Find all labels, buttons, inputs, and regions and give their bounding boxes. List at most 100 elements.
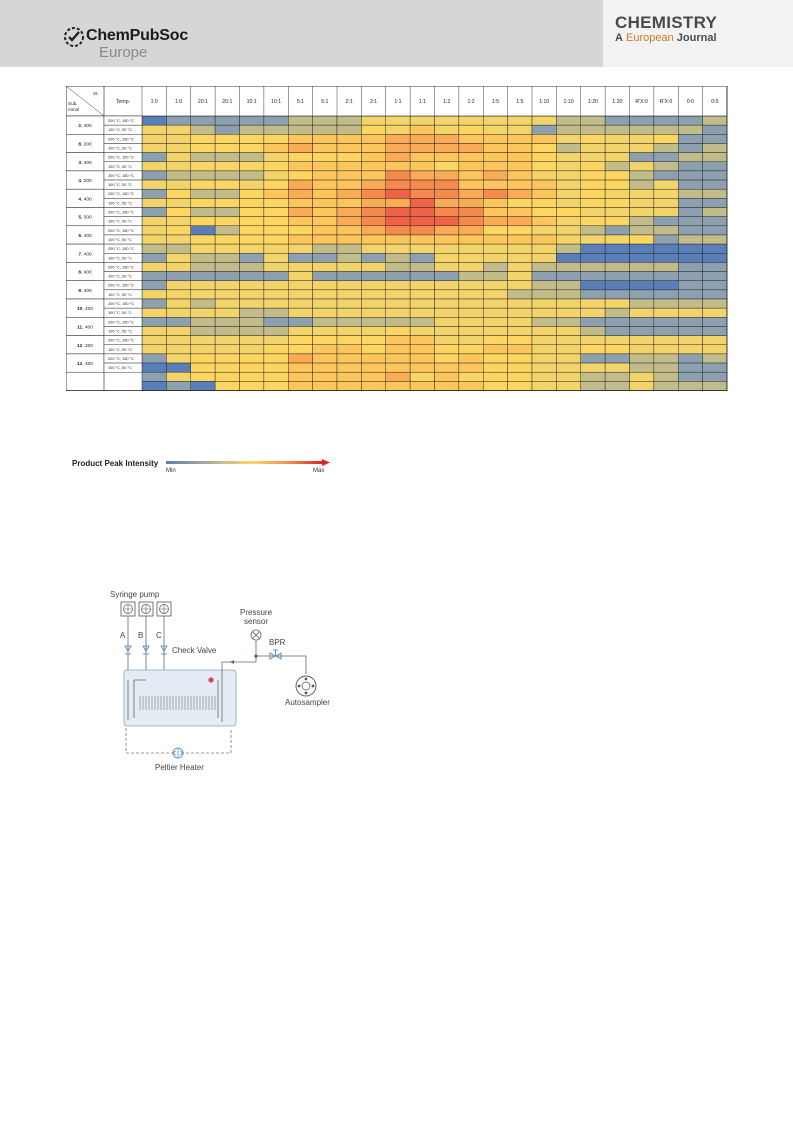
heatmap-cell [239, 207, 265, 217]
heatmap-cell [483, 152, 508, 162]
heatmap-cell [263, 188, 289, 199]
temp-label: 200 °C, 150 °C [108, 173, 134, 178]
heatmap-cell [190, 225, 216, 236]
heatmap-cell [483, 317, 508, 327]
heatmap-cell [702, 207, 728, 217]
heatmap-cell [556, 115, 581, 126]
heatmap-cell [458, 289, 484, 300]
heatmap-cell [263, 307, 289, 318]
temperature-probe-icon [208, 677, 214, 683]
heatmap-cell [458, 253, 484, 263]
col-header-label: 1:1 [419, 99, 426, 105]
heatmap-cell [239, 381, 265, 391]
substrate-label: 10, 400 [77, 306, 93, 312]
heatmap-cell [458, 234, 484, 245]
heatmap-cell [166, 216, 191, 227]
heatmap-cell [702, 134, 728, 144]
heatmap-cell [702, 335, 728, 345]
heatmap-cell [239, 143, 265, 153]
heatmap-cell [580, 234, 606, 245]
heatmap-cell [190, 298, 216, 309]
heatmap-cell [239, 335, 265, 345]
heatmap-cell [214, 152, 240, 162]
heatmap-cell [239, 253, 265, 263]
heatmap-cell [556, 371, 581, 382]
heatmap-cell [483, 216, 508, 227]
heatmap-cell [336, 289, 362, 300]
heatmap-cell [507, 143, 533, 153]
heatmap-cell [312, 207, 338, 217]
heatmap-cell [678, 344, 703, 355]
heatmap-cell [288, 271, 313, 281]
heatmap-cell [409, 207, 435, 217]
heatmap-cell [653, 216, 679, 227]
heatmap-cell [604, 198, 630, 208]
check-valve-icon [124, 645, 168, 655]
heatmap-cell [214, 225, 240, 236]
heatmap-cell [434, 198, 460, 208]
heatmap-cell [361, 170, 386, 181]
heatmap-cell [190, 161, 216, 172]
heatmap-cell [580, 280, 606, 291]
col-header-label: 2:1 [346, 99, 353, 105]
heatmap-cell [239, 170, 265, 181]
heatmap-cell [580, 326, 606, 336]
heatmap-cell [678, 353, 703, 364]
heatmap-cell [629, 134, 655, 144]
heatmap-cell [604, 298, 630, 309]
substrate-label: 11, 400 [77, 324, 93, 330]
col-header-label: R'X:0 [660, 99, 673, 105]
heatmap-cell [409, 115, 435, 126]
heatmap-cell [604, 280, 630, 291]
heatmap-cell [263, 326, 289, 336]
heatmap-cell [556, 188, 581, 199]
heatmap-cell [483, 234, 508, 245]
heatmap-cell [166, 115, 191, 126]
heatmap-cell [385, 307, 411, 318]
heatmap-cell [458, 188, 484, 199]
heatmap-cell [385, 326, 411, 336]
heatmap-cell [678, 124, 703, 135]
heatmap-cell [434, 381, 460, 391]
heatmap-cell [385, 170, 411, 181]
heatmap-cell [678, 198, 703, 208]
heatmap-cell [190, 207, 216, 217]
heatmap-cell [458, 115, 484, 126]
heatmap-cell [385, 289, 411, 300]
heatmap-cell [507, 253, 533, 263]
heatmap-cell [653, 225, 679, 236]
heatmap-cell [336, 362, 362, 373]
heatmap-cell [556, 344, 581, 355]
heatmap-cell [409, 335, 435, 345]
line-a-label: A [120, 631, 126, 640]
heatmap-cell [702, 170, 728, 181]
substrate-label: 8, 400 [78, 270, 92, 276]
heatmap-cell [580, 161, 606, 172]
heatmap-cell [263, 289, 289, 300]
heatmap-cell [239, 243, 265, 254]
heatmap-cell [653, 317, 679, 327]
heatmap-cell [434, 362, 460, 373]
heatmap-cell [336, 326, 362, 336]
heatmap-cell [678, 335, 703, 345]
heatmap-cell [166, 362, 191, 373]
heatmap-cell [141, 344, 167, 355]
heatmap-cell [702, 179, 728, 190]
heatmap-cell [239, 115, 265, 126]
heatmap-cell [166, 161, 191, 172]
heatmap-cell [580, 362, 606, 373]
heatmap-cell [288, 124, 313, 135]
heatmap-cell [678, 289, 703, 300]
heatmap-cell [702, 115, 728, 126]
heatmap-cell [288, 188, 313, 199]
heatmap-cell [166, 371, 191, 382]
heatmap-cell [239, 289, 265, 300]
heatmap-cell [312, 161, 338, 172]
heatmap-cell [214, 371, 240, 382]
heatmap-cell [678, 216, 703, 227]
heatmap-cell [653, 307, 679, 318]
heatmap-cell [409, 225, 435, 236]
heatmap-cell [336, 152, 362, 162]
heatmap-cell [531, 207, 557, 217]
publisher-line1: ChemPubSoc [86, 27, 189, 44]
